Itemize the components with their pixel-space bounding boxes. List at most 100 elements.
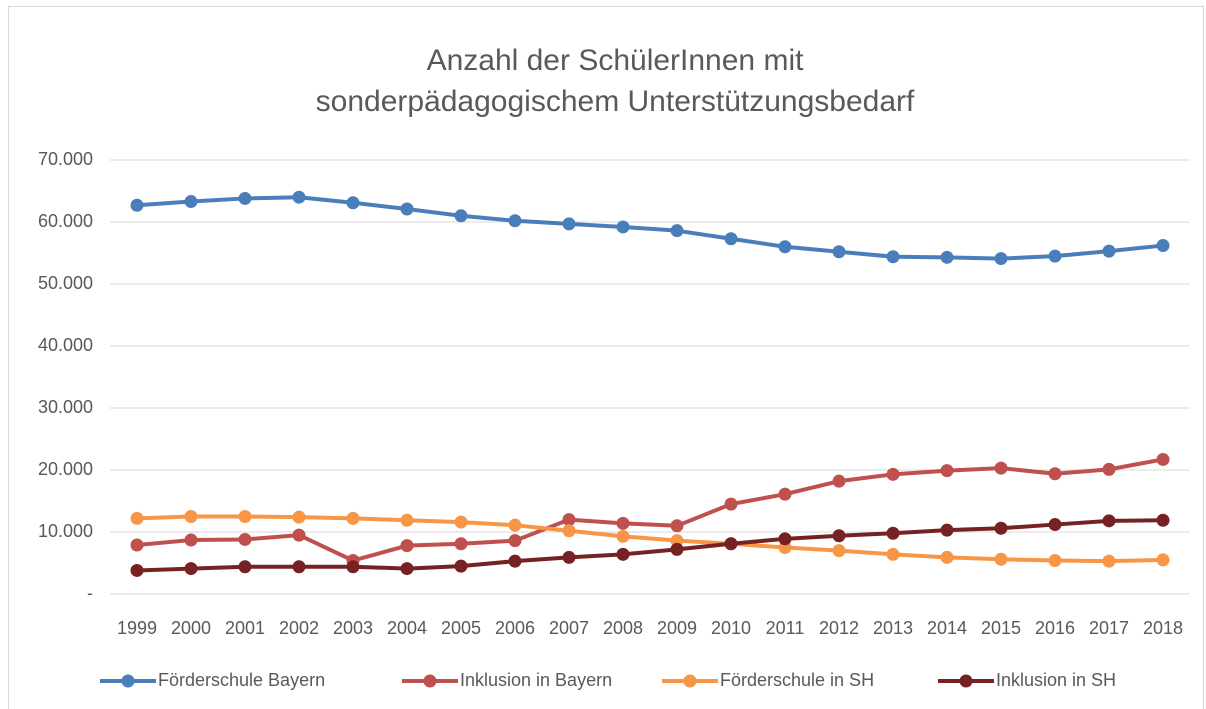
data-point [454, 209, 468, 223]
x-tick-label: 2002 [279, 618, 319, 638]
data-point [940, 250, 954, 264]
data-point [832, 474, 846, 488]
data-point [508, 518, 522, 532]
legend-label: Förderschule in SH [720, 670, 874, 690]
data-point [130, 198, 144, 212]
legend-marker [423, 674, 437, 688]
data-point [184, 510, 198, 523]
data-point [940, 464, 954, 478]
data-point [994, 461, 1008, 475]
legend-label: Inklusion in SH [996, 670, 1116, 690]
data-point [616, 529, 630, 543]
chart-frame [8, 6, 1204, 709]
legend-marker [121, 674, 135, 688]
data-point [886, 467, 900, 481]
data-point [616, 547, 630, 561]
data-point [1156, 239, 1170, 253]
data-point [184, 533, 198, 547]
data-point [670, 224, 684, 238]
legend-marker [959, 674, 973, 688]
data-point [562, 217, 576, 231]
data-point [1156, 452, 1170, 466]
data-point [292, 528, 306, 542]
data-point [724, 232, 738, 246]
data-point [346, 560, 360, 574]
x-tick-label: 2015 [981, 618, 1021, 638]
data-point [1156, 553, 1170, 567]
data-point [184, 195, 198, 209]
data-point [832, 245, 846, 259]
x-tick-label: 2012 [819, 618, 859, 638]
series-line [136, 514, 1164, 564]
data-point [778, 240, 792, 254]
data-point [616, 516, 630, 530]
data-point [130, 563, 144, 577]
data-point [238, 510, 252, 523]
data-point [670, 542, 684, 556]
data-point [346, 511, 360, 525]
data-point [400, 513, 414, 527]
x-tick-label: 2017 [1089, 618, 1129, 638]
data-point [778, 487, 792, 501]
y-tick-label: 50.000 [38, 273, 93, 293]
data-point [994, 552, 1008, 566]
x-tick-label: 2013 [873, 618, 913, 638]
data-point [400, 539, 414, 553]
x-tick-label: 2009 [657, 618, 697, 638]
x-tick-label: 2014 [927, 618, 967, 638]
data-point [292, 510, 306, 524]
data-point [1048, 554, 1062, 568]
data-point [994, 521, 1008, 535]
x-tick-label: 2003 [333, 618, 373, 638]
data-point [940, 550, 954, 564]
data-point [670, 519, 684, 533]
data-point [886, 526, 900, 540]
data-point [886, 250, 900, 264]
data-point [832, 529, 846, 543]
data-point [724, 497, 738, 511]
x-tick-label: 2007 [549, 618, 589, 638]
data-point [454, 559, 468, 573]
data-point [994, 252, 1008, 266]
data-point [346, 196, 360, 210]
y-tick-label: 40.000 [38, 335, 93, 355]
data-point [454, 537, 468, 551]
y-tick-label: - [87, 583, 93, 603]
data-point [508, 534, 522, 548]
data-point [238, 532, 252, 546]
data-point [130, 511, 144, 525]
legend-marker [683, 674, 697, 688]
y-tick-label: 20.000 [38, 459, 93, 479]
x-tick-label: 2006 [495, 618, 535, 638]
data-point [292, 190, 306, 204]
x-tick-label: 2004 [387, 618, 427, 638]
data-point [1048, 249, 1062, 263]
data-point [562, 550, 576, 564]
data-point [616, 220, 630, 234]
legend-label: Förderschule Bayern [158, 670, 325, 690]
x-tick-label: 2000 [171, 618, 211, 638]
data-point [184, 562, 198, 576]
x-tick-label: 1999 [117, 618, 157, 638]
data-point [832, 544, 846, 558]
series-line [136, 518, 1164, 573]
data-point [940, 523, 954, 537]
chart-title: Anzahl der SchülerInnen mit sonderpädago… [315, 44, 915, 118]
x-tick-label: 2011 [766, 618, 805, 638]
x-tick-label: 2016 [1035, 618, 1075, 638]
data-point [1102, 514, 1116, 528]
data-point [562, 524, 576, 538]
data-point [886, 547, 900, 561]
data-point [1102, 244, 1116, 258]
series-line [136, 195, 1164, 261]
data-point [130, 538, 144, 552]
data-point [1102, 554, 1116, 568]
data-point [292, 560, 306, 574]
data-point [724, 537, 738, 551]
data-point [454, 515, 468, 529]
data-point [238, 191, 252, 205]
data-point [508, 214, 522, 228]
y-tick-label: 60.000 [38, 211, 93, 231]
data-point [562, 513, 576, 527]
